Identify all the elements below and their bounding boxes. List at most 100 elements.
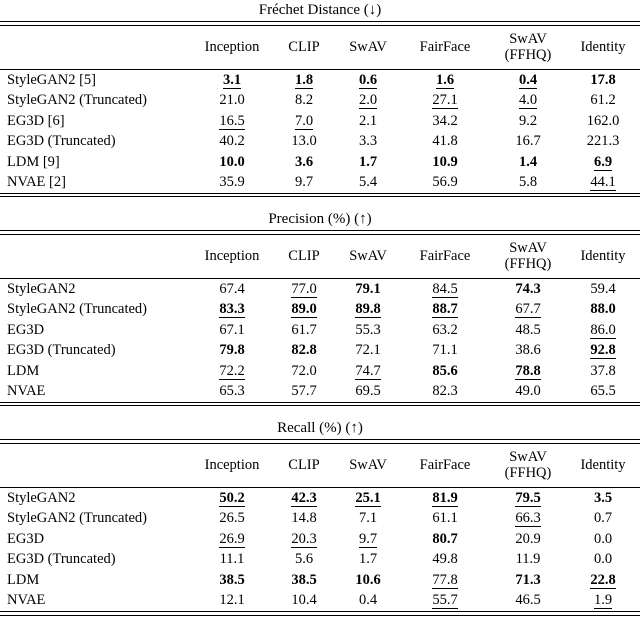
metric-cell: 71.3: [490, 570, 566, 591]
column-header: SwAV: [336, 25, 400, 70]
metric-cell: 71.1: [400, 340, 490, 361]
metric-value: 3.6: [294, 153, 314, 170]
metric-value: 1.8: [294, 71, 314, 89]
metric-cell: 66.3: [490, 508, 566, 529]
metric-value: 89.0: [291, 301, 317, 319]
metric-cell: 8.2: [272, 90, 336, 111]
metric-cell: 89.0: [272, 299, 336, 320]
metric-value: 9.7: [358, 530, 378, 548]
table-row: EG3D 26.9 20.3 9.7 80.7 20.9 0.0: [0, 529, 640, 550]
bottom-double-rule: [0, 192, 640, 198]
table-row: StyleGAN2 50.2 42.3 25.1 81.9 79.5 3.5: [0, 487, 640, 508]
metric-value: 9.7: [294, 174, 314, 191]
top-double-rule: [0, 439, 640, 444]
metric-cell: 17.8: [566, 69, 640, 90]
metric-cell: 41.8: [400, 131, 490, 152]
metric-value: 20.9: [515, 530, 541, 547]
header-row: Inception CLIP SwAV FairFace SwAV (FFHQ) Iden…: [0, 443, 640, 488]
metric-value: 50.2: [219, 489, 245, 507]
metric-cell: 0.4: [336, 590, 400, 611]
metric-cell: 72.0: [272, 361, 336, 382]
metric-cell: 84.5: [400, 278, 490, 299]
metric-cell: 9.7: [272, 172, 336, 193]
metric-cell: 11.9: [490, 549, 566, 570]
metric-cell: 86.0: [566, 320, 640, 341]
metric-cell: 67.4: [192, 278, 272, 299]
metric-value: 9.2: [518, 112, 538, 129]
row-label: LDM: [7, 362, 40, 379]
metric-value: 49.8: [432, 551, 458, 568]
metric-cell: 56.9: [400, 172, 490, 193]
metric-value: 77.0: [291, 280, 317, 298]
metric-cell: 4.0: [490, 90, 566, 111]
metric-value: 42.3: [291, 489, 317, 507]
table-row: EG3D (Truncated) 11.1 5.6 1.7 49.8 11.9 0.0: [0, 549, 640, 570]
metric-value: 5.4: [358, 174, 378, 191]
metric-value: 3.5: [593, 489, 613, 506]
metric-value: 34.2: [432, 112, 458, 129]
metric-cell: 83.3: [192, 299, 272, 320]
metric-cell: 13.0: [272, 131, 336, 152]
metric-value: 1.4: [518, 153, 538, 170]
metric-cell: 10.9: [400, 152, 490, 173]
metric-cell: 61.2: [566, 90, 640, 111]
metric-value: 26.5: [219, 510, 245, 527]
metric-value: 71.1: [432, 342, 458, 359]
table-row: EG3D (Truncated) 79.8 82.8 72.1 71.1 38.6 92.8: [0, 340, 640, 361]
metric-value: 55.7: [432, 592, 458, 610]
metric-value: 25.1: [355, 489, 381, 507]
metric-cell: 34.2: [400, 111, 490, 132]
metric-value: 72.2: [219, 362, 245, 380]
metric-cell: 74.3: [490, 278, 566, 299]
metric-value: 8.2: [294, 92, 314, 109]
column-header: Identity: [566, 443, 640, 488]
metric-value: 79.1: [355, 280, 381, 297]
metric-cell: 61.1: [400, 508, 490, 529]
metric-value: 74.3: [515, 280, 541, 297]
row-label: NVAE [2]: [7, 174, 66, 191]
metric-cell: 5.4: [336, 172, 400, 193]
results-table: Fréchet Distance (↓) Inception CLIP SwAV Fa…: [0, 1, 640, 198]
metric-cell: 67.7: [490, 299, 566, 320]
metric-value: 48.5: [515, 321, 541, 338]
metric-cell: 55.3: [336, 320, 400, 341]
metric-cell: 5.6: [272, 549, 336, 570]
metric-value: 79.5: [515, 489, 541, 507]
metric-value: 12.1: [219, 592, 245, 609]
column-header: CLIP: [272, 234, 336, 279]
metric-value: 20.3: [291, 530, 317, 548]
metric-cell: 67.1: [192, 320, 272, 341]
column-header: Identity: [566, 234, 640, 279]
metric-cell: 49.0: [490, 381, 566, 402]
metric-value: 1.7: [358, 551, 378, 568]
header-spacer: [0, 25, 192, 70]
metric-cell: 77.0: [272, 278, 336, 299]
metric-cell: 3.5: [566, 487, 640, 508]
header-spacer: [0, 443, 192, 488]
metric-cell: 35.9: [192, 172, 272, 193]
metric-value: 22.8: [590, 571, 616, 589]
metric-value: 11.9: [515, 551, 541, 568]
row-label: EG3D: [7, 530, 45, 547]
metric-cell: 72.1: [336, 340, 400, 361]
column-header: CLIP: [272, 443, 336, 488]
metric-value: 82.8: [291, 342, 317, 359]
metric-value: 82.3: [432, 383, 458, 400]
metric-value: 17.8: [590, 71, 616, 88]
table-row: StyleGAN2 [5] 3.1 1.8 0.6 1.6 0.4 17.8: [0, 69, 640, 90]
metric-value: 7.0: [294, 112, 314, 130]
metric-value: 10.9: [432, 153, 458, 170]
metric-value: 3.3: [358, 133, 378, 150]
metric-cell: 89.8: [336, 299, 400, 320]
metric-value: 13.0: [291, 133, 317, 150]
metric-cell: 63.2: [400, 320, 490, 341]
metric-cell: 69.5: [336, 381, 400, 402]
metric-cell: 0.6: [336, 69, 400, 90]
metric-cell: 80.7: [400, 529, 490, 550]
metric-value: 5.8: [518, 174, 538, 191]
row-label: NVAE: [7, 592, 46, 609]
table-title: Fréchet Distance (↓): [258, 2, 382, 18]
metric-value: 38.6: [515, 342, 541, 359]
metric-value: 83.3: [219, 301, 245, 319]
